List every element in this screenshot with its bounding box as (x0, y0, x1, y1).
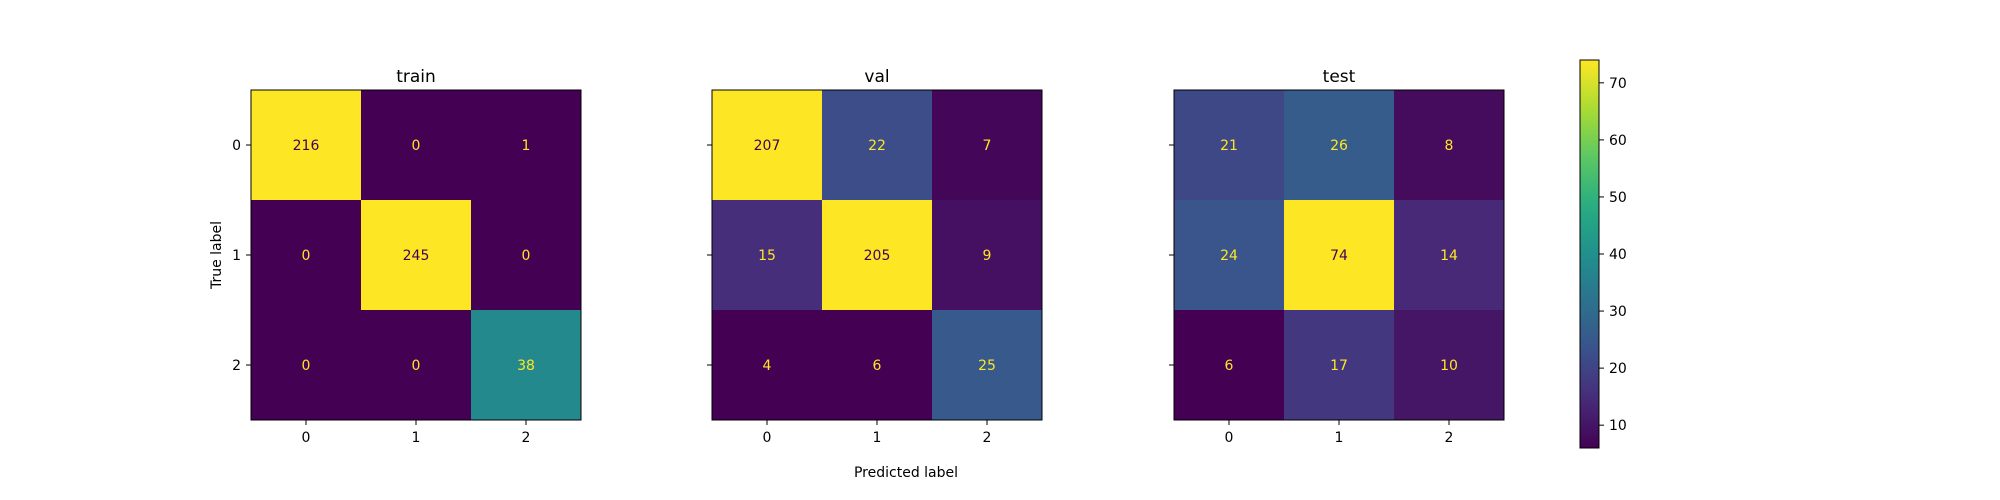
cell-2-0-2 (1394, 90, 1505, 201)
cell-value-2-1-1: 74 (1330, 248, 1348, 264)
x-tick-label-2-1: 1 (1335, 430, 1344, 446)
cell-value-0-1-2: 0 (522, 248, 531, 264)
cell-0-0-2 (471, 90, 582, 201)
cell-2-1-0 (1174, 200, 1285, 311)
x-axis-label: Predicted label (854, 465, 958, 481)
x-tick-label-2-2: 2 (1445, 430, 1454, 446)
x-tick-label-0-2: 2 (522, 430, 531, 446)
cell-value-1-2-2: 25 (978, 358, 996, 374)
cell-value-2-1-2: 14 (1440, 248, 1458, 264)
colorbar-tick-label-5: 60 (1609, 133, 1627, 149)
cell-value-2-1-0: 24 (1220, 248, 1238, 264)
cell-0-1-2 (471, 200, 582, 311)
x-tick-label-0-1: 1 (412, 430, 421, 446)
cell-value-2-0-2: 8 (1445, 138, 1454, 154)
cell-2-0-0 (1174, 90, 1285, 201)
cell-value-1-2-0: 4 (763, 358, 772, 374)
cell-0-0-1 (361, 90, 472, 201)
cell-1-1-2 (932, 200, 1043, 311)
x-tick-label-1-2: 2 (983, 430, 992, 446)
cell-2-1-1 (1284, 200, 1395, 311)
cell-value-2-0-1: 26 (1330, 138, 1348, 154)
cell-value-1-1-0: 15 (758, 248, 776, 264)
cell-value-0-1-0: 0 (302, 248, 311, 264)
colorbar-tick-label-4: 50 (1609, 190, 1627, 206)
panel-title-0: train (396, 67, 436, 87)
cell-2-1-2 (1394, 200, 1505, 311)
cell-0-0-0 (251, 90, 362, 201)
cell-1-2-0 (712, 310, 823, 421)
cell-value-1-1-2: 9 (983, 248, 992, 264)
cell-value-2-2-1: 17 (1330, 358, 1348, 374)
x-tick-label-1-1: 1 (873, 430, 882, 446)
cell-0-2-1 (361, 310, 472, 421)
panel-0: 216 0 1 0 245 0 0 0 38 train 0 1 2 0 1 2 True label (209, 67, 582, 446)
cell-value-1-0-2: 7 (983, 138, 992, 154)
x-tick-label-2-0: 0 (1225, 430, 1234, 446)
cell-1-1-0 (712, 200, 823, 311)
cell-2-2-2 (1394, 310, 1505, 421)
cell-value-1-0-0: 207 (754, 138, 781, 154)
colorbar-tick-label-2: 30 (1609, 304, 1627, 320)
colorbar-gradient (1580, 60, 1599, 448)
cell-1-0-2 (932, 90, 1043, 201)
cell-2-2-0 (1174, 310, 1285, 421)
y-tick-label-2: 2 (232, 358, 241, 374)
cell-value-0-0-1: 0 (412, 138, 421, 154)
cell-1-2-2 (932, 310, 1043, 421)
cell-1-1-1 (822, 200, 933, 311)
cell-value-0-0-0: 216 (293, 138, 320, 154)
panel-2: 21 26 8 24 74 14 6 17 10 test 0 1 2 (1169, 67, 1505, 446)
y-axis-label: True label (209, 221, 225, 290)
cell-value-2-2-2: 10 (1440, 358, 1458, 374)
cell-value-1-0-1: 22 (868, 138, 886, 154)
cell-0-2-0 (251, 310, 362, 421)
cell-value-1-2-1: 6 (873, 358, 882, 374)
colorbar: 10 20 30 40 50 60 70 (1579, 59, 1627, 449)
cell-0-2-2 (471, 310, 582, 421)
panel-title-2: test (1323, 67, 1356, 87)
colorbar-tick-label-6: 70 (1609, 76, 1627, 92)
cell-value-2-2-0: 6 (1225, 358, 1234, 374)
cell-1-0-0 (712, 90, 823, 201)
y-tick-label-0: 0 (232, 138, 241, 154)
cell-1-0-1 (822, 90, 933, 201)
y-tick-label-1: 1 (232, 248, 241, 264)
cell-value-1-1-1: 205 (864, 248, 891, 264)
panel-title-1: val (864, 67, 889, 87)
colorbar-tick-label-0: 10 (1609, 418, 1627, 434)
x-tick-label-0-0: 0 (302, 430, 311, 446)
cell-value-0-1-1: 245 (403, 248, 430, 264)
panel-1: 207 22 7 15 205 9 4 6 25 val 0 1 2 (707, 67, 1043, 446)
cell-2-2-1 (1284, 310, 1395, 421)
cell-value-0-2-2: 38 (517, 358, 535, 374)
colorbar-tick-label-1: 20 (1609, 361, 1627, 377)
cell-2-0-1 (1284, 90, 1395, 201)
cell-value-0-0-2: 1 (522, 138, 531, 154)
cell-value-2-0-0: 21 (1220, 138, 1238, 154)
cell-0-1-0 (251, 200, 362, 311)
cell-value-0-2-1: 0 (412, 358, 421, 374)
colorbar-tick-label-3: 40 (1609, 247, 1627, 263)
x-tick-label-1-0: 0 (763, 430, 772, 446)
cell-1-2-1 (822, 310, 933, 421)
cell-value-0-2-0: 0 (302, 358, 311, 374)
cell-0-1-1 (361, 200, 472, 311)
